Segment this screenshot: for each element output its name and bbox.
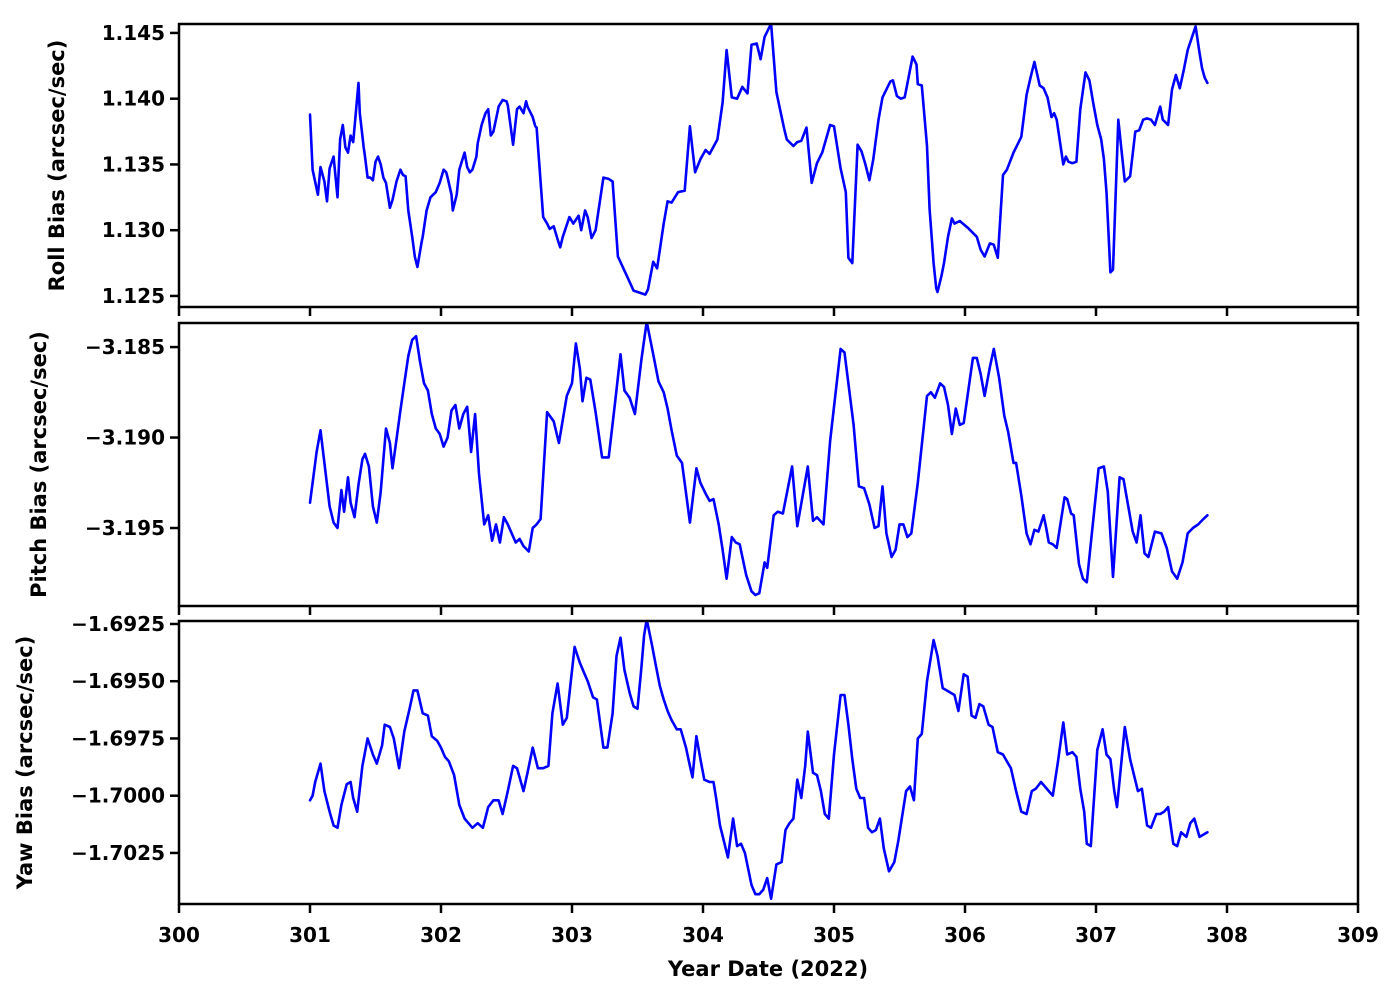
y-tick-label: 1.145	[102, 21, 165, 45]
x-tick-label: 300	[158, 923, 200, 947]
y-tick-label: −1.6975	[71, 726, 165, 750]
x-tick-label: 307	[1075, 923, 1117, 947]
pitch-bias-axes: −3.185 −3.190 −3.195	[85, 321, 1360, 615]
roll-bias-spines	[177, 22, 1360, 309]
y-tick-label: −1.7000	[71, 784, 165, 808]
y-tick-label: −3.185	[85, 335, 165, 359]
roll-bias-axes: 1.125 1.130 1.135 1.140 1.145	[102, 21, 1360, 316]
x-tick-label: 309	[1337, 923, 1379, 947]
x-tick-label: 305	[813, 923, 855, 947]
x-tick-label: 303	[551, 923, 593, 947]
y-tick-label: −1.6925	[71, 612, 165, 636]
yaw-bias-line	[308, 621, 1209, 901]
y-tick-label: −3.195	[85, 516, 165, 540]
pitch-bias-line	[308, 323, 1209, 597]
x-tick-label: 301	[289, 923, 331, 947]
x-tick-label: 302	[420, 923, 462, 947]
roll-bias-line	[308, 24, 1209, 296]
yaw-bias-spines	[177, 619, 1360, 906]
x-axis-label: Year Date (2022)	[667, 957, 868, 981]
y-tick-label: 1.125	[102, 284, 165, 308]
y-axis-label-roll: Roll Bias (arcsec/sec)	[45, 40, 69, 292]
x-tick-label: 308	[1206, 923, 1248, 947]
y-tick-label: −3.190	[85, 426, 165, 450]
y-axis-label-yaw: Yaw Bias (arcsec/sec)	[13, 636, 37, 891]
pitch-bias-spines	[177, 321, 1360, 608]
y-tick-label: 1.140	[102, 87, 165, 111]
y-tick-label: −1.6950	[71, 669, 165, 693]
yaw-bias-axes: 300 301 302 303 304 305 306 307 308 309 −1.6925 −1.…	[71, 612, 1379, 947]
y-tick-label: −1.7025	[71, 841, 165, 865]
y-axis-label-pitch: Pitch Bias (arcsec/sec)	[27, 331, 51, 598]
x-tick-label: 306	[944, 923, 986, 947]
y-tick-label: 1.130	[102, 218, 165, 242]
y-tick-label: 1.135	[102, 152, 165, 176]
x-tick-label: 304	[682, 923, 724, 947]
